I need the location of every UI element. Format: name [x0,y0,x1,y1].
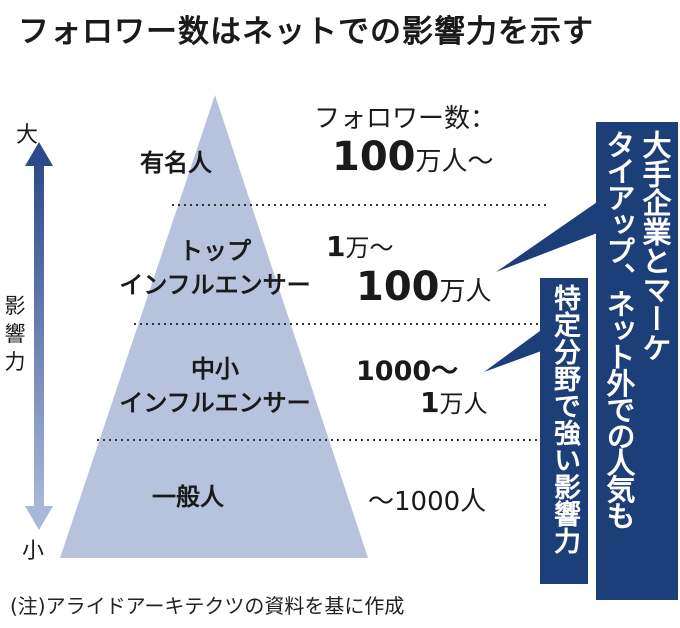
axis-label: 影響力 [4,294,26,374]
influence-pyramid [60,95,368,558]
range-unit: 万〜 [345,234,394,262]
callout-top-line2: タイアップ、ネット外での人気も [602,130,636,528]
range-top-influencer-from: 1万〜 [326,228,393,263]
influence-arrow [25,142,53,530]
callout-middle-text: 特定分野で強い影響力 [549,284,580,554]
callout-top-text: 大手企業とマーケ タイアップ、ネット外での人気も [600,130,674,600]
level-top-influencer: トップ インフルエンサー [90,234,340,302]
range-general-public: 〜1000人 [368,487,487,517]
range-number: 1 [420,386,440,419]
range-unit: 万人〜 [415,147,494,177]
range-number: 100 [332,134,416,180]
range-mid-influencer-from: 1000〜 [356,356,459,387]
range-top-influencer-to: 100万人 [356,264,492,310]
range-unit: 万人 [439,390,488,418]
callout-middle-text-wrap: 特定分野で強い影響力 [540,284,588,580]
level-line: 中小 [191,355,239,383]
level-line: インフルエンサー [119,389,311,417]
range-number: 1 [326,230,346,263]
range-number: 100 [356,264,440,310]
level-line: インフルエンサー [119,271,311,299]
level-celebrity: 有名人 [140,149,212,177]
follower-count-header: フォロワー数： [314,104,497,134]
level-line: トップ [179,237,251,265]
level-mid-influencer: 中小 インフルエンサー [90,352,340,420]
callout-middle [484,278,588,584]
axis-bottom-label: 小 [22,539,45,564]
axis-top-label: 大 [16,123,39,148]
level-general-public: 一般人 [152,483,224,511]
range-celebrity: 100万人〜 [332,134,494,180]
callout-top [496,122,678,600]
range-unit: 万人 [439,277,492,307]
callout-top-line1: 大手企業とマーケ [638,130,672,362]
range-mid-influencer-to: 1万人 [420,384,487,419]
chart-title: フォロワー数はネットでの影響力を示す [18,14,594,50]
source-note: (注)アライドアーキテクツの資料を基に作成 [10,594,405,618]
